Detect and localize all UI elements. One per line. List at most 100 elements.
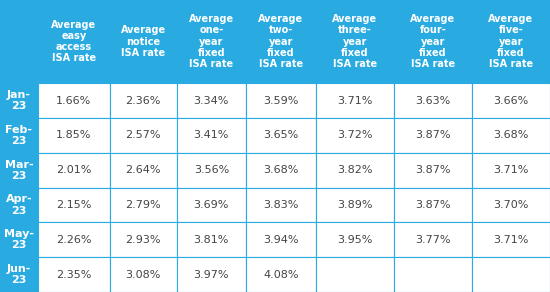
Bar [37, 83, 110, 118]
Text: 3.56%: 3.56% [194, 165, 229, 175]
Bar [246, 223, 316, 257]
Bar [110, 153, 177, 187]
Text: 3.41%: 3.41% [194, 131, 229, 140]
Text: 3.71%: 3.71% [493, 235, 529, 245]
Bar [246, 83, 316, 118]
Text: 3.65%: 3.65% [263, 131, 299, 140]
Bar [177, 0, 246, 83]
Text: 2.01%: 2.01% [56, 165, 91, 175]
Bar [472, 223, 550, 257]
Bar [110, 223, 177, 257]
Text: 2.36%: 2.36% [125, 95, 161, 106]
Bar [472, 118, 550, 153]
Bar [110, 257, 177, 292]
Text: 3.69%: 3.69% [194, 200, 229, 210]
Bar [246, 0, 316, 83]
Bar [246, 257, 316, 292]
Text: 2.15%: 2.15% [56, 200, 91, 210]
Text: Jun-
23: Jun- 23 [7, 264, 31, 285]
Text: Average
notice
ISA rate: Average notice ISA rate [121, 25, 166, 58]
Bar [394, 0, 472, 83]
Text: 2.79%: 2.79% [125, 200, 161, 210]
Text: Average
five-
year
fixed
ISA rate: Average five- year fixed ISA rate [488, 14, 534, 69]
Text: 3.68%: 3.68% [263, 165, 299, 175]
Bar [0, 153, 37, 187]
Bar [0, 118, 37, 153]
Bar [0, 257, 37, 292]
Text: 3.72%: 3.72% [337, 131, 372, 140]
Text: 2.64%: 2.64% [125, 165, 161, 175]
Text: 3.87%: 3.87% [415, 165, 450, 175]
Bar [472, 187, 550, 223]
Text: 4.08%: 4.08% [263, 270, 299, 280]
Bar [0, 187, 37, 223]
Text: 3.68%: 3.68% [493, 131, 529, 140]
Bar [37, 0, 110, 83]
Bar [316, 0, 394, 83]
Bar [37, 118, 110, 153]
Bar [472, 257, 550, 292]
Text: Mar-
23: Mar- 23 [4, 160, 33, 181]
Bar [246, 153, 316, 187]
Text: Average
one-
year
fixed
ISA rate: Average one- year fixed ISA rate [189, 14, 234, 69]
Text: 2.26%: 2.26% [56, 235, 91, 245]
Text: Average
easy
access
ISA rate: Average easy access ISA rate [51, 20, 96, 63]
Bar [316, 187, 394, 223]
Bar [246, 187, 316, 223]
Text: 3.71%: 3.71% [493, 165, 529, 175]
Text: 3.94%: 3.94% [263, 235, 299, 245]
Text: Average
four-
year
fixed
ISA rate: Average four- year fixed ISA rate [410, 14, 455, 69]
Bar [472, 0, 550, 83]
Bar [37, 257, 110, 292]
Bar [110, 0, 177, 83]
Text: 3.59%: 3.59% [263, 95, 299, 106]
Text: 3.83%: 3.83% [263, 200, 299, 210]
Bar [394, 153, 472, 187]
Text: 3.63%: 3.63% [415, 95, 450, 106]
Text: 3.87%: 3.87% [415, 131, 450, 140]
Bar [177, 223, 246, 257]
Bar [110, 83, 177, 118]
Text: Average
two-
year
fixed
ISA rate: Average two- year fixed ISA rate [258, 14, 304, 69]
Bar [0, 0, 37, 83]
Bar [177, 153, 246, 187]
Text: Average
three-
year
fixed
ISA rate: Average three- year fixed ISA rate [332, 14, 377, 69]
Text: 1.85%: 1.85% [56, 131, 91, 140]
Text: May-
23: May- 23 [4, 229, 34, 251]
Bar [37, 187, 110, 223]
Text: 3.66%: 3.66% [493, 95, 529, 106]
Bar [394, 118, 472, 153]
Bar [316, 257, 394, 292]
Bar [394, 187, 472, 223]
Text: 3.34%: 3.34% [194, 95, 229, 106]
Text: Feb-
23: Feb- 23 [6, 125, 32, 146]
Text: Apr-
23: Apr- 23 [6, 194, 32, 215]
Bar [177, 187, 246, 223]
Bar [0, 83, 37, 118]
Text: 2.35%: 2.35% [56, 270, 91, 280]
Bar [316, 118, 394, 153]
Text: 2.57%: 2.57% [125, 131, 161, 140]
Text: 3.08%: 3.08% [125, 270, 161, 280]
Bar [110, 118, 177, 153]
Text: 3.70%: 3.70% [493, 200, 529, 210]
Bar [37, 153, 110, 187]
Bar [0, 223, 37, 257]
Bar [177, 118, 246, 153]
Bar [316, 83, 394, 118]
Text: 3.81%: 3.81% [194, 235, 229, 245]
Bar [316, 153, 394, 187]
Bar [246, 118, 316, 153]
Bar [394, 257, 472, 292]
Bar [394, 83, 472, 118]
Text: 3.77%: 3.77% [415, 235, 450, 245]
Bar [316, 223, 394, 257]
Bar [177, 257, 246, 292]
Bar [110, 187, 177, 223]
Bar [472, 83, 550, 118]
Text: 3.97%: 3.97% [194, 270, 229, 280]
Bar [177, 83, 246, 118]
Bar [472, 153, 550, 187]
Text: 3.82%: 3.82% [337, 165, 372, 175]
Bar [37, 223, 110, 257]
